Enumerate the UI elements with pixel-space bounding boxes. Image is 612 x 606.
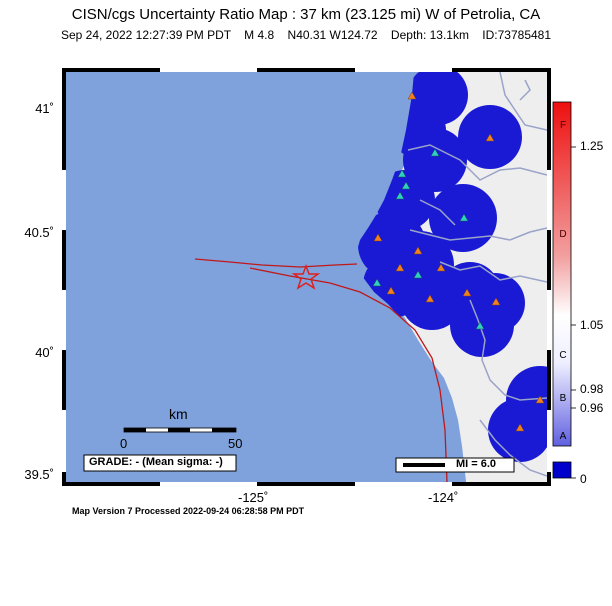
scale-bar-end: 50: [228, 436, 243, 451]
colorbar-grade-c: C: [559, 350, 567, 361]
lat-tick-40: 40˚: [35, 345, 54, 360]
rivers: [407, 72, 547, 477]
stations-seismic: [373, 91, 545, 432]
colorbar-grade-a: A: [559, 431, 567, 442]
mi-legend-frame: [395, 457, 515, 473]
colorbar-ticks: [571, 146, 576, 479]
ocean-overlay: [66, 72, 414, 276]
scale-bar-start: 0: [120, 436, 128, 451]
colorbar-value-0-96: 0.96: [580, 401, 604, 415]
lon-tick-124: -124˚: [428, 490, 459, 505]
colorbar-zero-swatch: [552, 461, 572, 479]
grade-text: GRADE: - (Mean sigma: -): [89, 456, 223, 468]
lat-tick-40-5: 40.5˚: [24, 225, 54, 240]
lat-tick-41: 41˚: [35, 101, 54, 116]
lat-tick-39-5: 39.5˚: [24, 467, 54, 482]
colorbar-value-0-98: 0.98: [580, 382, 604, 396]
colorbar-grade-b: B: [559, 393, 567, 404]
map-subtitle: Sep 24, 2022 12:27:39 PM PDT M 4.8 N40.3…: [60, 28, 552, 42]
frame-ticks: [62, 68, 551, 486]
lon-tick-125: -125˚: [238, 490, 269, 505]
map-title: CISN/cgs Uncertainty Ratio Map : 37 km (…: [71, 6, 541, 23]
stations-strong-motion: [372, 148, 485, 330]
footer-processed: Map Version 7 Processed 2022-09-24 06:28…: [72, 506, 305, 516]
scale-bar: [123, 427, 237, 433]
colorbar-value-1-25: 1.25: [580, 139, 604, 153]
mi-legend-text: MI = 6.0: [456, 458, 497, 470]
colorbar-grade-d: D: [559, 229, 567, 240]
grade-box-frame: [83, 454, 237, 472]
colorbar-grade-f: F: [559, 120, 567, 131]
colorbar-value-0: 0: [580, 472, 587, 486]
fault-lines: [194, 258, 448, 482]
colorbar-value-1-05: 1.05: [580, 318, 604, 332]
epicenter-star: [291, 263, 321, 290]
scale-bar-unit: km: [169, 406, 188, 422]
colorbar: [552, 101, 572, 447]
